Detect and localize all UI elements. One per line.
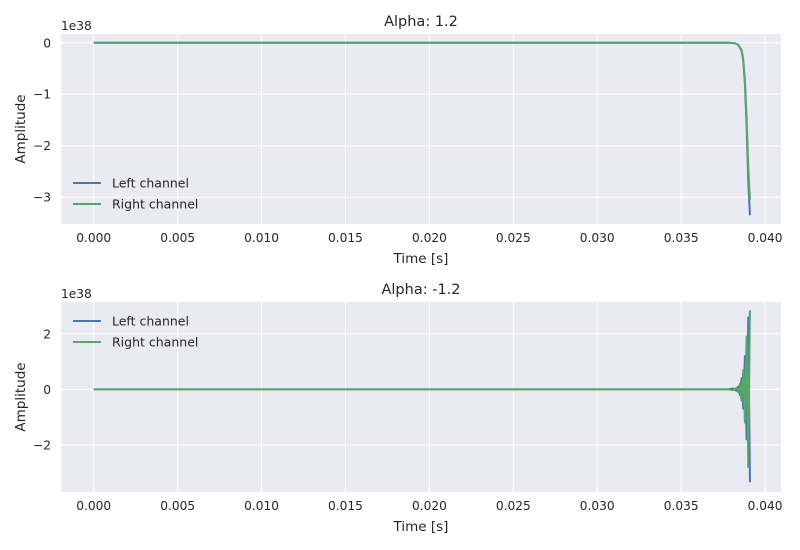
y-tick-label: 0	[43, 36, 51, 50]
chart-panel-2: 0.000 0.005 0.010 0.015 0.020 0.025 0.030 0.035…	[13, 282, 783, 535]
x-axis-label: Time [s]	[393, 519, 449, 535]
y-offset-label: 1e38	[61, 287, 92, 301]
x-tick-label: 0.005	[160, 499, 195, 513]
x-tick-label: 0.010	[244, 499, 279, 513]
x-tick-label: 0.035	[664, 231, 699, 245]
y-tick-label: −2	[33, 438, 51, 452]
x-tick-label: 0.005	[160, 231, 195, 245]
series-group	[93, 310, 751, 483]
series-line-right-channel	[93, 41, 751, 200]
legend-label: Left channel	[112, 314, 189, 329]
chart-title: Alpha: 1.2	[384, 14, 458, 30]
x-tick-label: 0.040	[748, 499, 783, 513]
x-tick-label: 0.040	[748, 231, 783, 245]
plot-area	[61, 302, 781, 492]
legend-label: Left channel	[112, 176, 189, 191]
x-tick-label: 0.015	[328, 499, 363, 513]
y-offset-label: 1e38	[61, 19, 92, 33]
x-tick-label: 0.000	[76, 499, 111, 513]
x-axis-label: Time [s]	[393, 251, 449, 267]
x-tick-label: 0.015	[328, 231, 363, 245]
x-tick-label: 0.030	[580, 231, 615, 245]
x-tick-label: 0.035	[664, 499, 699, 513]
y-tick-label: −2	[33, 139, 51, 153]
plot-area	[61, 34, 781, 224]
y-axis-label: Amplitude	[13, 94, 29, 163]
x-tick-label: 0.030	[580, 499, 615, 513]
y-tick-label: −3	[33, 191, 51, 205]
legend: Left channel Right channel	[73, 176, 198, 212]
x-tick-label: 0.025	[496, 231, 531, 245]
legend-label: Right channel	[112, 335, 198, 350]
x-tick-label: 0.000	[76, 231, 111, 245]
y-tick-label: 0	[43, 383, 51, 397]
chart-title: Alpha: -1.2	[381, 282, 460, 298]
chart-panel-1: 0.000 0.005 0.010 0.015 0.020 0.025 0.030 0.035…	[13, 14, 783, 267]
x-tick-label: 0.025	[496, 499, 531, 513]
series-group	[93, 41, 751, 216]
series-line-right-channel	[93, 310, 751, 469]
x-tick-label: 0.020	[412, 231, 447, 245]
legend: Left channel Right channel	[73, 314, 198, 350]
y-tick-label: −1	[33, 88, 51, 102]
legend-label: Right channel	[112, 197, 198, 212]
y-axis-label: Amplitude	[13, 362, 29, 431]
y-tick-label: 2	[43, 327, 51, 341]
x-tick-label: 0.020	[412, 499, 447, 513]
x-tick-label: 0.010	[244, 231, 279, 245]
